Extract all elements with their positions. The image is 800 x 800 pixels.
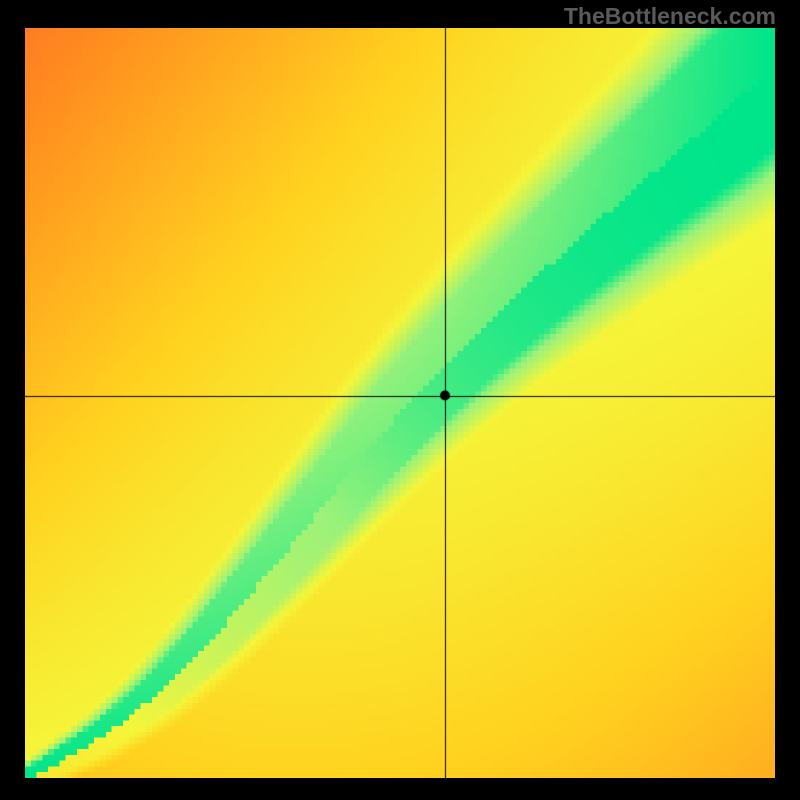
chart-container: TheBottleneck.com — [0, 0, 800, 800]
crosshair-overlay — [25, 28, 775, 778]
watermark-text: TheBottleneck.com — [564, 3, 776, 30]
